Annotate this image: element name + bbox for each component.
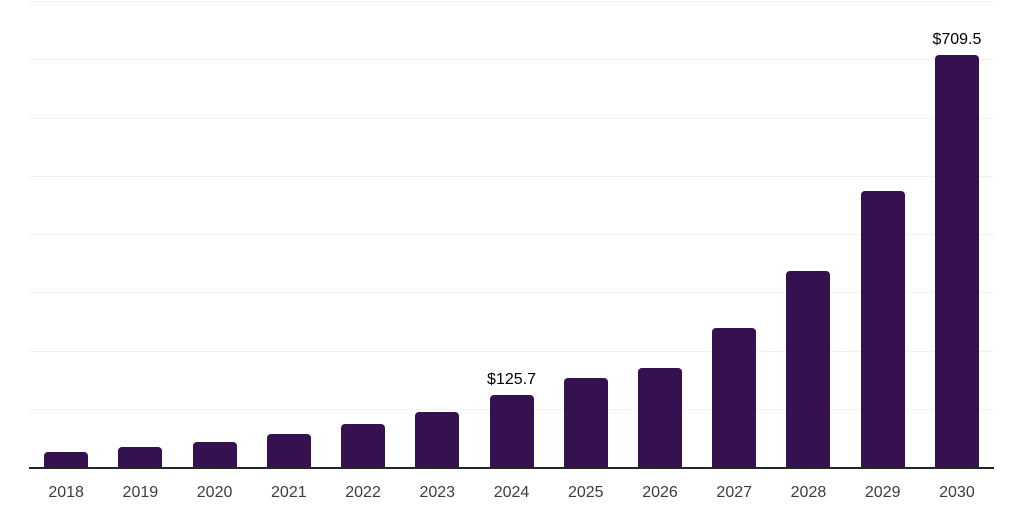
x-axis-line	[29, 467, 994, 469]
gridline-600	[29, 117, 994, 119]
bar-column-2022	[326, 2, 400, 468]
bar-2020	[192, 441, 237, 468]
bar-column-2025	[549, 2, 623, 468]
bar-column-2019	[103, 2, 177, 468]
x-tick-2019: 2019	[122, 484, 159, 501]
bar-2029	[860, 190, 905, 468]
bar-column-2018	[29, 2, 103, 468]
bar-2023	[415, 412, 460, 468]
x-tick-2029: 2029	[864, 484, 901, 501]
gridline-500	[29, 175, 994, 177]
bar-column-2020	[177, 2, 251, 468]
x-tick-2028: 2028	[790, 484, 827, 501]
bar-column-2028	[771, 2, 845, 468]
x-tick-2027: 2027	[716, 484, 753, 501]
bar-column-2030: $709.5	[920, 2, 994, 468]
bar-2021	[266, 433, 311, 468]
x-tick-2025: 2025	[567, 484, 604, 501]
bar-column-2026	[623, 2, 697, 468]
value-label-2030: $709.5	[932, 30, 982, 48]
gridline-300	[29, 292, 994, 294]
x-tick-2023: 2023	[419, 484, 456, 501]
gridline-700	[29, 59, 994, 61]
bar-2024	[489, 394, 534, 468]
gridline-800	[29, 1, 994, 2]
bar-2018	[44, 452, 89, 468]
bar-2022	[341, 424, 386, 468]
plot-area: $125.7 $709.5	[29, 1, 994, 469]
gridline-200	[29, 350, 994, 352]
bar-column-2027	[697, 2, 771, 468]
bar-2030	[934, 54, 979, 468]
bar-2025	[563, 377, 608, 468]
bar-2028	[786, 271, 831, 468]
x-tick-2024: 2024	[493, 484, 530, 501]
bar-column-2029	[846, 2, 920, 468]
bar-2027	[712, 328, 757, 468]
gridline-400	[29, 234, 994, 235]
bar-2026	[637, 368, 682, 468]
x-tick-2021: 2021	[271, 484, 307, 501]
bar-columns: $125.7 $709.5	[29, 2, 994, 468]
bar-column-2021	[252, 2, 326, 468]
x-tick-2018: 2018	[48, 484, 84, 501]
x-axis-tick-labels: 2018 2019 2020 2021 2022 2023 2024 2025 2026 2027…	[29, 484, 994, 502]
bar-2019	[118, 447, 163, 468]
bar-column-2023	[400, 2, 474, 468]
x-tick-2020: 2020	[196, 484, 233, 501]
x-tick-2030: 2030	[939, 484, 975, 501]
bar-column-2024: $125.7	[474, 2, 548, 468]
value-label-2024: $125.7	[487, 370, 536, 388]
x-tick-2022: 2022	[345, 484, 381, 501]
x-tick-2026: 2026	[642, 484, 678, 501]
